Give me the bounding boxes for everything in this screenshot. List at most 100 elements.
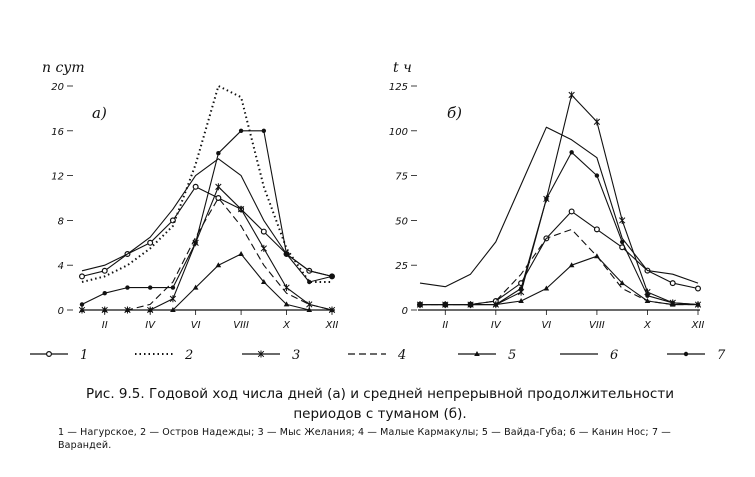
series-point-5 bbox=[124, 307, 131, 312]
series-point-7 bbox=[238, 128, 244, 133]
series-point-5 bbox=[283, 301, 290, 307]
x-tick-label: II bbox=[442, 320, 448, 331]
series-point-7 bbox=[645, 293, 650, 298]
x-tick-label: VI bbox=[541, 320, 551, 331]
x-tick-label: X bbox=[643, 320, 652, 331]
x-tick-label: IV bbox=[145, 320, 156, 331]
series-point-7 bbox=[670, 300, 675, 306]
series-line-5 bbox=[82, 253, 332, 311]
series-line-6 bbox=[419, 126, 699, 288]
series-point-1 bbox=[101, 267, 108, 274]
series-point-1 bbox=[593, 226, 600, 233]
panel-a-tag: a) bbox=[92, 104, 107, 122]
series-line-7 bbox=[81, 130, 333, 305]
figure-notes: 1 — Нагурское, 2 — Остров Надежды; 3 — М… bbox=[58, 427, 671, 451]
series-point-5 bbox=[261, 279, 267, 284]
series-line-4 bbox=[420, 228, 698, 306]
series-point-7 bbox=[518, 286, 524, 291]
legend-label-4: 4 bbox=[397, 348, 406, 363]
series-line-7 bbox=[420, 151, 699, 306]
series-point-5 bbox=[79, 307, 85, 312]
panel-a-series bbox=[78, 85, 336, 314]
series-point-1 bbox=[694, 285, 701, 292]
panel-b-series bbox=[416, 91, 702, 309]
panel-b-ylabel: t ч bbox=[393, 60, 412, 76]
series-point-3 bbox=[169, 295, 177, 303]
series-point-5 bbox=[192, 284, 199, 290]
y-tick-label: 100 bbox=[389, 127, 408, 138]
series-point-7 bbox=[216, 151, 221, 156]
legend-label-1: 1 bbox=[80, 348, 88, 363]
x-tick-label: XII bbox=[325, 320, 339, 331]
panel-a-xticks: II IV VI VIII X XII bbox=[102, 310, 339, 331]
legend-marker-5 bbox=[474, 351, 480, 356]
panel-a-yticks: 0 4 8 12 16 20 bbox=[51, 82, 73, 317]
series-point-7 bbox=[193, 240, 198, 245]
legend-label-6: 6 bbox=[610, 348, 618, 363]
legend-marker-1 bbox=[45, 351, 52, 358]
panel-b-chart: t ч б) 0 25 50 75 100 125 II IV VI VIII X XII bbox=[389, 60, 705, 331]
legend-label-2: 2 bbox=[184, 348, 193, 363]
series-point-5 bbox=[568, 262, 575, 268]
series-point-7 bbox=[695, 302, 701, 307]
series-point-3 bbox=[283, 284, 290, 292]
x-tick-label: VIII bbox=[589, 320, 605, 331]
y-tick-label: 25 bbox=[395, 261, 408, 272]
series-point-7 bbox=[284, 251, 289, 257]
series-line-3 bbox=[82, 186, 333, 311]
series-point-7 bbox=[544, 196, 549, 202]
series-point-5 bbox=[101, 307, 108, 312]
panel-a-chart: n сут a) 0 4 8 12 16 20 II IV VI VIII X XII bbox=[42, 60, 338, 331]
series-point-7 bbox=[261, 128, 267, 133]
panel-b-tag: б) bbox=[447, 104, 462, 122]
x-tick-label: XII bbox=[691, 320, 705, 331]
y-tick-label: 16 bbox=[51, 127, 64, 138]
panel-a-ylabel: n сут bbox=[42, 60, 85, 76]
y-tick-label: 50 bbox=[395, 216, 408, 227]
figure-caption: Рис. 9.5. Годовой ход числа дней (а) и с… bbox=[86, 386, 674, 422]
series-point-5 bbox=[306, 307, 313, 312]
series-point-1 bbox=[669, 280, 676, 287]
series-line-1 bbox=[420, 210, 699, 306]
x-tick-label: II bbox=[102, 320, 108, 331]
y-tick-label: 75 bbox=[395, 172, 408, 183]
series-point-7 bbox=[417, 302, 423, 307]
series-point-7 bbox=[125, 285, 130, 290]
series-point-1 bbox=[192, 183, 199, 190]
series-point-3 bbox=[593, 118, 601, 126]
x-tick-label: IV bbox=[491, 320, 502, 331]
series-point-1 bbox=[568, 208, 575, 215]
series-point-5 bbox=[518, 298, 524, 304]
series-point-7 bbox=[619, 239, 625, 245]
series-point-7 bbox=[493, 302, 499, 307]
series-point-5 bbox=[215, 262, 222, 268]
series-point-3 bbox=[237, 205, 245, 213]
y-tick-label: 8 bbox=[58, 216, 64, 227]
series-point-3 bbox=[306, 300, 313, 308]
series-line-6 bbox=[81, 158, 333, 277]
series-point-5 bbox=[594, 253, 600, 259]
series-point-1 bbox=[147, 239, 154, 246]
y-tick-label: 0 bbox=[58, 306, 64, 317]
series-point-7 bbox=[329, 274, 335, 279]
series-point-5 bbox=[329, 307, 335, 312]
series-point-7 bbox=[468, 302, 473, 307]
y-tick-label: 20 bbox=[51, 82, 64, 93]
legend: 1 2 3 4 5 6 7 bbox=[30, 348, 726, 363]
series-line-2 bbox=[81, 85, 332, 283]
series-point-3 bbox=[619, 216, 626, 224]
series-point-7 bbox=[307, 279, 312, 285]
series-point-7 bbox=[102, 291, 107, 296]
series-point-3 bbox=[568, 91, 575, 99]
series-point-7 bbox=[594, 173, 600, 178]
series-point-7 bbox=[443, 302, 448, 307]
y-tick-label: 4 bbox=[58, 261, 64, 272]
series-point-5 bbox=[543, 285, 550, 291]
series-point-3 bbox=[215, 183, 222, 191]
y-tick-label: 12 bbox=[51, 172, 64, 183]
x-tick-label: VI bbox=[191, 320, 201, 331]
panel-b-xticks: II IV VI VIII X XII bbox=[442, 310, 704, 331]
series-point-7 bbox=[170, 285, 176, 290]
series-line-3 bbox=[420, 94, 699, 306]
